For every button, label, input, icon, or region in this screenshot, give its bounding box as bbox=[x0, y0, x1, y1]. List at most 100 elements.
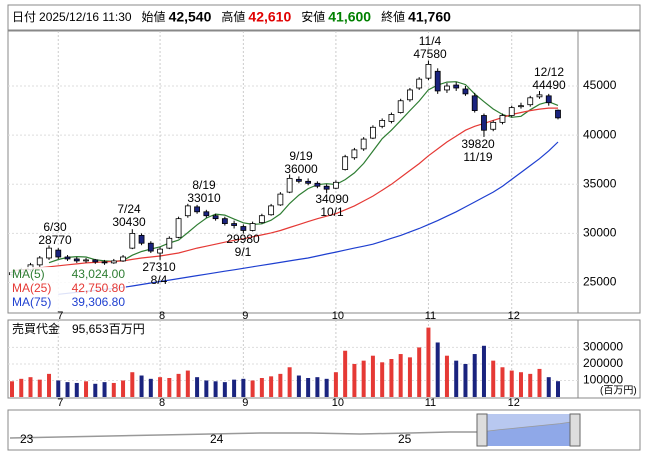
annotation: 11/4 bbox=[419, 34, 442, 48]
volume-bar bbox=[222, 382, 227, 397]
x-tick-label: 8 bbox=[159, 310, 165, 322]
volume-bar bbox=[278, 373, 283, 397]
annotation: 9/1 bbox=[235, 245, 252, 259]
candle-body bbox=[249, 223, 256, 231]
annotation: 8/19 bbox=[192, 178, 216, 192]
volume-bar bbox=[130, 372, 135, 397]
x-tick-label: 11 bbox=[425, 310, 436, 322]
legend-name: MA(5) bbox=[12, 267, 45, 281]
candle-body bbox=[305, 180, 312, 184]
x-tick-label: 12 bbox=[508, 397, 520, 409]
volume-bar bbox=[148, 378, 153, 397]
candle-body bbox=[471, 95, 478, 111]
volume-bar bbox=[213, 381, 218, 397]
candle-body bbox=[286, 177, 293, 193]
candle-body bbox=[83, 259, 89, 262]
candle-body bbox=[203, 211, 210, 217]
volume-panel bbox=[7, 319, 641, 399]
volume-bar bbox=[380, 362, 385, 397]
volume-bar bbox=[518, 372, 523, 397]
annotation: 47580 bbox=[413, 47, 447, 61]
candle-body bbox=[444, 85, 450, 91]
candle-body bbox=[64, 256, 71, 260]
legend-value: 39,306.80 bbox=[72, 295, 126, 309]
candle-body bbox=[397, 100, 404, 113]
header-box bbox=[7, 4, 641, 31]
volume-bar bbox=[259, 378, 264, 397]
ma-line bbox=[48, 81, 559, 264]
annotation: 10/1 bbox=[320, 205, 344, 219]
volume-bar bbox=[324, 378, 329, 397]
candle-body bbox=[388, 114, 395, 122]
annotation: 8/4 bbox=[151, 273, 168, 287]
navigator-handle[interactable] bbox=[569, 413, 581, 447]
volume-bar bbox=[481, 345, 486, 397]
candle-body bbox=[462, 88, 469, 95]
candle-body bbox=[258, 215, 265, 223]
header-label: 始値 bbox=[142, 9, 166, 24]
candle-body bbox=[342, 156, 349, 170]
annotation: 11/19 bbox=[463, 150, 492, 164]
candle-body bbox=[545, 95, 552, 104]
header-value: 2025/12/16 11:30 bbox=[39, 10, 132, 24]
candle-body bbox=[110, 260, 117, 264]
legend-value: 42,750.80 bbox=[72, 281, 126, 295]
volume-bar bbox=[389, 359, 394, 397]
volume-bar bbox=[65, 382, 70, 397]
candle-body bbox=[138, 234, 145, 244]
header-value: 42,610 bbox=[248, 9, 291, 25]
candle-body bbox=[407, 89, 413, 101]
candle-body bbox=[101, 261, 108, 264]
volume-bar bbox=[537, 368, 542, 397]
volume-bar bbox=[19, 378, 24, 397]
volume-bar bbox=[158, 377, 163, 397]
candle-body bbox=[434, 70, 441, 92]
candle-body bbox=[157, 248, 163, 254]
navigator-label: 23 bbox=[20, 432, 34, 446]
header-label: 安値 bbox=[301, 9, 325, 24]
annotation: 28770 bbox=[38, 233, 72, 247]
volume-bar bbox=[121, 380, 126, 397]
volume-bar bbox=[500, 367, 505, 397]
candle-body bbox=[147, 242, 154, 252]
volume-bar bbox=[370, 355, 375, 397]
navigator-label: 25 bbox=[398, 432, 412, 446]
candle-body bbox=[194, 206, 200, 213]
candle-body bbox=[499, 115, 506, 123]
annotation: 12/12 bbox=[534, 65, 564, 79]
volume-bar bbox=[84, 381, 89, 397]
volume-bar bbox=[361, 360, 366, 397]
x-tick-label: 7 bbox=[57, 310, 63, 322]
volume-bar bbox=[343, 350, 348, 397]
navigator-handle[interactable] bbox=[476, 413, 488, 447]
x-tick-label: 12 bbox=[508, 310, 520, 322]
volume-bar bbox=[444, 355, 449, 397]
volume-bar bbox=[10, 381, 14, 397]
volume-bar bbox=[472, 354, 477, 397]
volume-bar bbox=[250, 380, 255, 397]
candle-body bbox=[92, 259, 99, 263]
volume-bar bbox=[269, 376, 274, 397]
candle-body bbox=[166, 237, 173, 249]
ma-line bbox=[58, 141, 559, 295]
legend-name: MA(25) bbox=[12, 281, 51, 295]
x-tick-label: 8 bbox=[159, 397, 165, 409]
volume-title: 売買代金 95,653百万円 bbox=[12, 321, 145, 336]
navigator-area bbox=[483, 422, 574, 446]
volume-bar bbox=[296, 375, 301, 397]
candle-body bbox=[175, 218, 182, 238]
y-tick-label: 25000 bbox=[583, 275, 617, 289]
volume-bar bbox=[93, 383, 98, 397]
candle-body bbox=[518, 105, 524, 108]
x-tick-label: 9 bbox=[242, 397, 248, 409]
candle-body bbox=[481, 115, 487, 131]
x-tick-label: 10 bbox=[332, 310, 344, 322]
candle-body bbox=[36, 257, 43, 266]
volume-bar bbox=[352, 363, 357, 397]
legend-name: MA(75) bbox=[12, 295, 51, 309]
annotation: 7/24 bbox=[117, 202, 141, 216]
candle-body bbox=[212, 215, 219, 220]
annotation: 36000 bbox=[284, 162, 318, 176]
x-tick-label: 11 bbox=[425, 397, 436, 409]
candle-body bbox=[360, 138, 367, 150]
